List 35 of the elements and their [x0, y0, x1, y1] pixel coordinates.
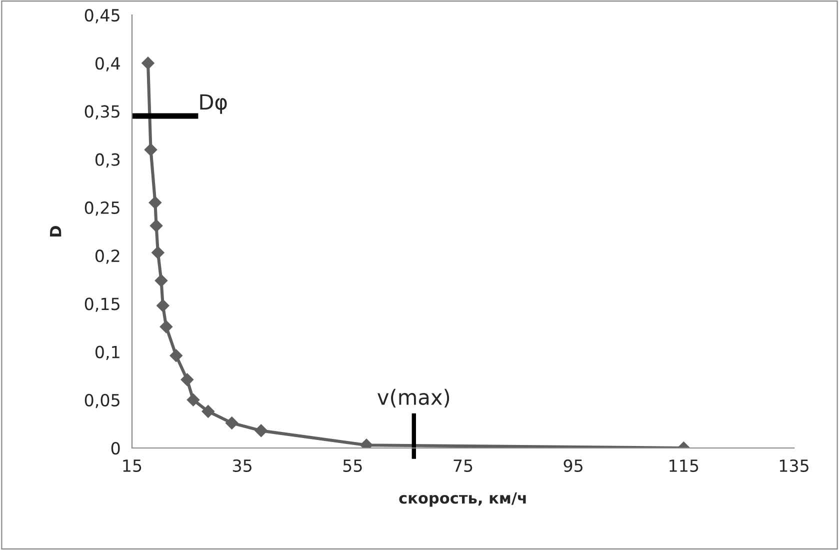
point [160, 320, 173, 334]
point [144, 143, 158, 156]
y-tick-label: 0,3 [95, 153, 120, 168]
point [142, 56, 154, 70]
y-axis-title: D [50, 226, 62, 236]
point [180, 373, 194, 386]
x-axis-title: скорость, км/ч [399, 492, 526, 507]
y-tick-label: 0,2 [95, 250, 120, 264]
ref-line-label: v(max) [378, 388, 450, 408]
y-tick-label: 0,45 [84, 8, 120, 24]
point [202, 405, 215, 418]
point [152, 246, 164, 260]
y-tick-label: 0,35 [84, 105, 120, 120]
point [154, 274, 168, 287]
point [186, 393, 200, 406]
y-tick-label: 0 [111, 442, 120, 455]
x-tick-label: 55 [343, 460, 362, 472]
x-tick-label: 95 [564, 459, 582, 472]
y-tick-label: 0,05 [84, 394, 120, 408]
point [148, 196, 162, 210]
point [150, 219, 163, 232]
point [225, 416, 238, 430]
x-tick-label: 15 [123, 460, 142, 472]
point [156, 299, 170, 312]
point [170, 349, 183, 362]
y-tick-label: 0,1 [95, 346, 120, 360]
point [254, 424, 268, 438]
x-tick-label: 135 [780, 459, 808, 472]
y-tick-label: 0,4 [95, 57, 120, 72]
ref-line-label: Dφ [200, 94, 227, 114]
y-tick-label: 0,15 [84, 298, 120, 312]
y-tick-label: 0,25 [84, 201, 120, 216]
x-tick-label: 75 [454, 460, 472, 472]
x-tick-label: 115 [670, 460, 698, 472]
x-tick-label: 35 [233, 459, 252, 472]
